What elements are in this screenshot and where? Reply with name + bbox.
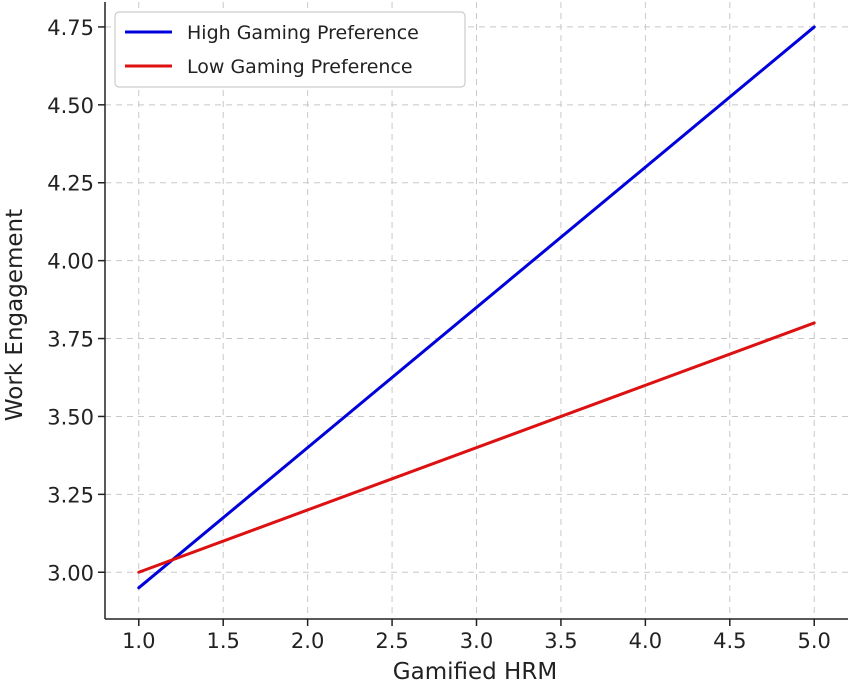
- y-tick-label: 3.25: [47, 483, 94, 507]
- x-tick-label: 1.0: [122, 629, 155, 653]
- series-line-0: [137, 25, 816, 590]
- series-line-1: [137, 321, 816, 574]
- x-tick-label: 3.0: [460, 629, 493, 653]
- y-tick-label: 4.00: [47, 250, 94, 274]
- y-tick-label: 4.75: [47, 16, 94, 40]
- x-axis-label: Gamified HRM: [393, 659, 557, 683]
- x-tick-label: 5.0: [798, 629, 831, 653]
- series-lines: [137, 25, 816, 590]
- legend-label-high: High Gaming Preference: [187, 22, 419, 44]
- x-axis-ticks: 1.0 1.5 2.0 2.5 3.0 3.5 4.0 4.5 5.0: [122, 619, 831, 653]
- y-tick-label: 3.75: [47, 328, 94, 352]
- x-tick-label: 1.5: [207, 629, 240, 653]
- legend-label-low: Low Gaming Preference: [187, 56, 413, 78]
- y-tick-label: 3.50: [47, 405, 94, 429]
- x-tick-label: 4.5: [713, 629, 746, 653]
- y-axis-ticks: 3.00 3.25 3.50 3.75 4.00 4.25 4.50 4.75: [47, 16, 105, 585]
- y-tick-label: 4.25: [47, 172, 94, 196]
- x-tick-label: 4.0: [629, 629, 662, 653]
- x-tick-label: 2.0: [291, 629, 324, 653]
- x-tick-label: 2.5: [375, 629, 408, 653]
- y-tick-label: 4.50: [47, 94, 94, 118]
- legend: High Gaming Preference Low Gaming Prefer…: [114, 11, 466, 88]
- grid: [105, 2, 848, 619]
- y-tick-label: 3.00: [47, 561, 94, 585]
- legend-box: [114, 11, 466, 88]
- y-axis-label: Work Engagement: [2, 209, 28, 421]
- x-tick-label: 3.5: [544, 629, 577, 653]
